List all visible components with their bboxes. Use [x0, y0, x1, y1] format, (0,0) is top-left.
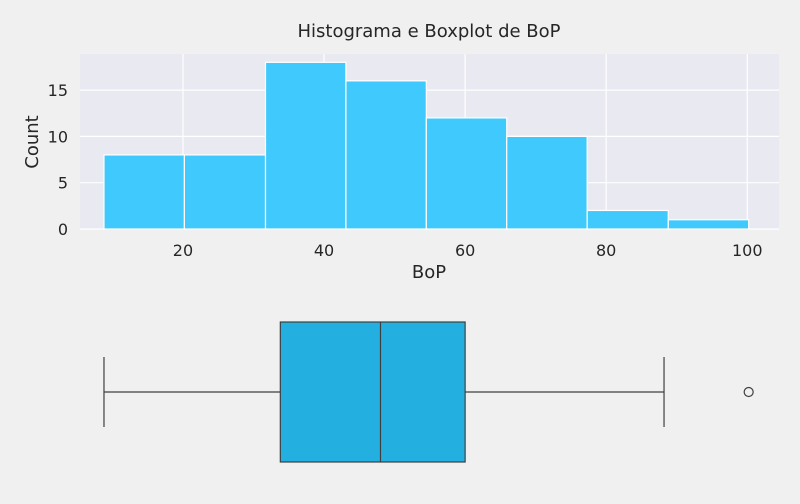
x-tick-label: 20: [173, 241, 193, 260]
x-axis-label: BoP: [412, 262, 446, 283]
histogram-bar: [506, 135, 588, 230]
histogram-bar: [425, 117, 508, 230]
y-tick-label: 15: [48, 81, 68, 100]
x-tick-label: 80: [596, 241, 616, 260]
boxplot-box: [279, 321, 466, 463]
x-tick-labels: 20 40 60 80 100: [173, 241, 763, 260]
chart-title: Histograma e Boxplot de BoP: [297, 21, 560, 42]
boxplot-panel: [103, 321, 754, 463]
histogram-bars: [103, 61, 750, 230]
y-tick-label: 0: [58, 220, 68, 239]
histogram-bar: [183, 154, 267, 230]
x-tick-label: 100: [732, 241, 763, 260]
histogram-bar: [103, 154, 185, 230]
outlier-point: [743, 386, 754, 398]
histogram-panel: 20 40 60 80 100 0 5 10 15 Histograma e Boxplot …: [22, 21, 779, 283]
histogram-bar: [667, 219, 750, 230]
histogram-bar: [345, 80, 427, 230]
y-tick-label: 10: [48, 127, 68, 146]
y-axis-label: Count: [22, 115, 43, 168]
histogram-bar: [264, 61, 347, 230]
x-tick-label: 40: [314, 241, 334, 260]
x-tick-label: 60: [455, 241, 475, 260]
histogram-bar: [586, 209, 669, 230]
y-tick-label: 5: [58, 174, 68, 193]
y-tick-labels: 0 5 10 15: [48, 81, 68, 239]
